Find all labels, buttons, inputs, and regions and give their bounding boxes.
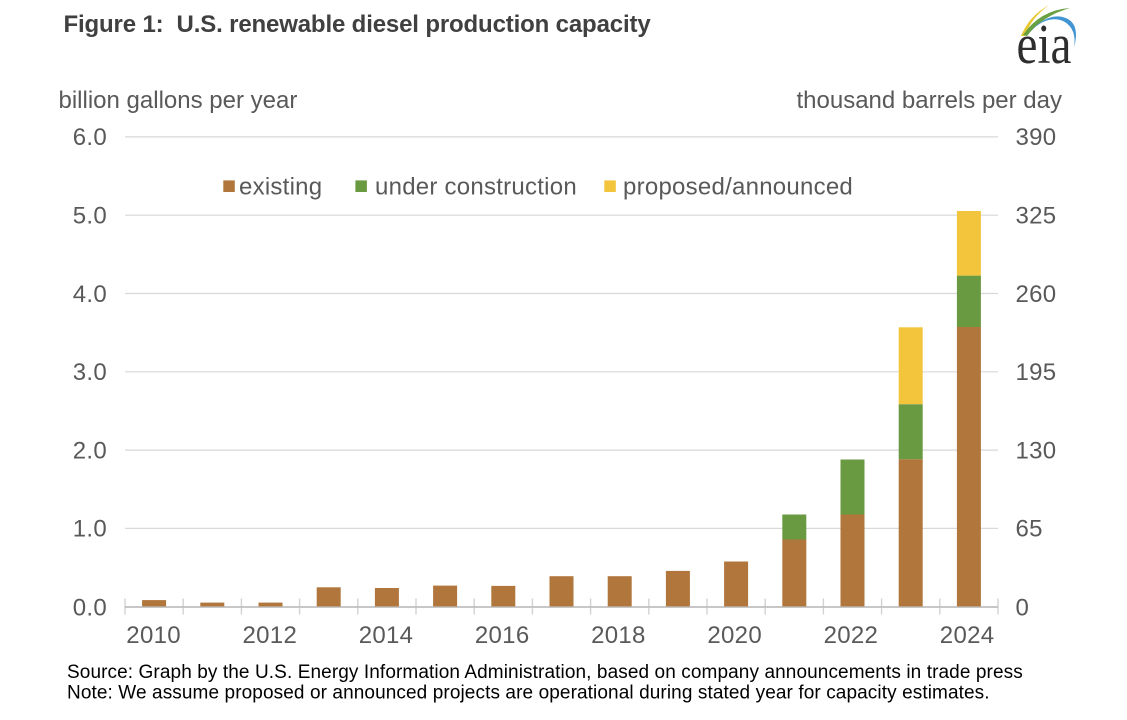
svg-text:billion gallons per year: billion gallons per year <box>59 87 298 114</box>
svg-text:2022: 2022 <box>824 622 879 649</box>
svg-text:1.0: 1.0 <box>73 516 107 543</box>
svg-text:under construction: under construction <box>375 174 577 201</box>
svg-text:existing: existing <box>239 174 322 201</box>
svg-text:260: 260 <box>1016 281 1057 308</box>
svg-text:Source: Graph by the U.S. Ener: Source: Graph by the U.S. Energy Informa… <box>67 662 1023 683</box>
svg-text:6.0: 6.0 <box>73 124 107 151</box>
svg-text:Note: We assume proposed or an: Note: We assume proposed or announced pr… <box>67 682 990 703</box>
svg-text:0.0: 0.0 <box>73 594 107 621</box>
svg-text:5.0: 5.0 <box>73 203 107 230</box>
svg-text:2.0: 2.0 <box>73 437 107 464</box>
svg-text:thousand barrels per day: thousand barrels per day <box>797 87 1063 114</box>
svg-text:eia: eia <box>1017 14 1072 76</box>
svg-text:2020: 2020 <box>707 622 762 649</box>
svg-text:0: 0 <box>1016 594 1030 621</box>
svg-text:325: 325 <box>1016 203 1057 230</box>
svg-text:proposed/announced: proposed/announced <box>623 174 853 201</box>
svg-text:2014: 2014 <box>359 622 414 649</box>
svg-text:2016: 2016 <box>475 622 530 649</box>
svg-text:4.0: 4.0 <box>73 281 107 308</box>
svg-text:Figure 1: U.S. renewable dies: Figure 1: U.S. renewable diesel producti… <box>64 11 652 38</box>
svg-text:2024: 2024 <box>940 622 995 649</box>
svg-text:2018: 2018 <box>591 622 646 649</box>
svg-text:195: 195 <box>1016 359 1057 386</box>
svg-text:3.0: 3.0 <box>73 359 107 386</box>
svg-text:130: 130 <box>1016 437 1057 464</box>
svg-text:2012: 2012 <box>243 622 298 649</box>
svg-text:2010: 2010 <box>126 622 181 649</box>
svg-text:390: 390 <box>1016 124 1057 151</box>
svg-text:65: 65 <box>1016 516 1043 543</box>
